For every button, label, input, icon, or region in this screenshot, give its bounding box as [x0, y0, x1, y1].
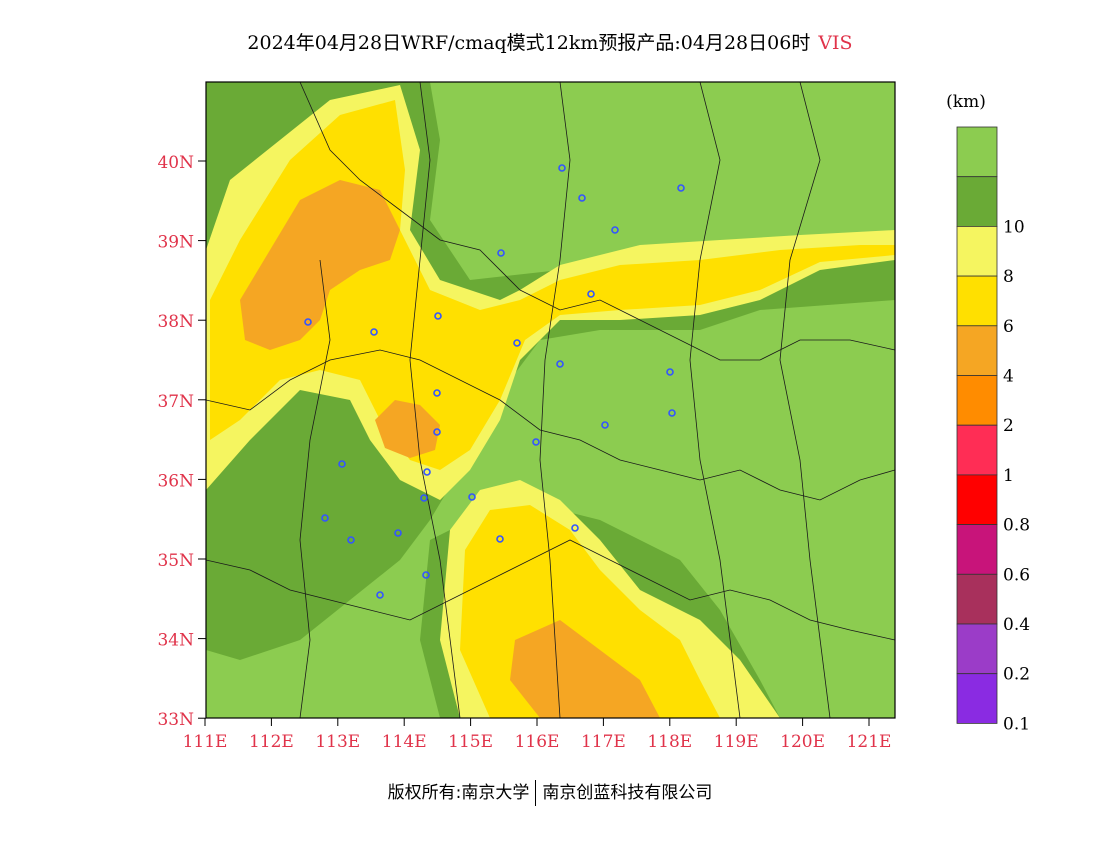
colorbar-label: 6 [1003, 317, 1014, 337]
city-marker [422, 571, 430, 579]
city-marker [532, 438, 540, 446]
city-marker [468, 493, 476, 501]
field-orange-northwest [240, 180, 400, 350]
lon-label: 115E [448, 732, 493, 752]
colorbar-label: 0.2 [1003, 665, 1030, 685]
lon-label: 119E [714, 732, 759, 752]
city-marker [394, 529, 402, 537]
city-marker [611, 226, 619, 234]
lon-label: 116E [515, 732, 560, 752]
colorbar-label: 0.1 [1003, 714, 1030, 734]
colorbar-bin [956, 375, 998, 426]
field-orange-south [510, 620, 660, 718]
colorbar-bin [956, 325, 998, 376]
footer-right: 南京创蓝科技有限公司 [542, 783, 713, 803]
lat-label: 39N [157, 233, 194, 253]
city-marker [668, 409, 676, 417]
footer-left: 版权所有:南京大学 [387, 783, 530, 803]
lon-axis: 111E 112E 113E 114E 115E 116E 117E 118E 119E 120E… [183, 718, 892, 752]
colorbar-bin [956, 275, 998, 327]
lon-label: 113E [315, 732, 360, 752]
colorbar-bin [956, 573, 998, 625]
city-marker [497, 249, 505, 257]
lat-label: 40N [157, 153, 194, 173]
lat-axis: 40N 39N 38N 37N 36N 35N 34N 33N [157, 153, 206, 730]
title-variable: VIS [818, 32, 853, 54]
city-marker [587, 290, 595, 298]
city-marker [433, 428, 441, 436]
boundaries [206, 82, 895, 718]
colorbar-bin [956, 176, 998, 227]
colorbar-label: 0.8 [1003, 516, 1030, 536]
colorbar-bin [956, 673, 998, 724]
colorbar-bin [956, 623, 998, 675]
lon-label: 120E [780, 732, 825, 752]
city-marker [347, 536, 355, 544]
lat-label: 37N [157, 392, 194, 412]
city-marker [571, 524, 579, 532]
station-markers [304, 164, 685, 599]
title-main: 2024年04月28日WRF/cmaq模式12km预报产品:04月28日06时 [247, 32, 811, 54]
field-orange-center [375, 400, 440, 458]
city-marker [423, 468, 431, 476]
colorbar-bin [956, 524, 998, 575]
copyright-footer: 版权所有:南京大学 南京创蓝科技有限公司 [0, 778, 1100, 806]
city-marker [433, 389, 441, 397]
lon-label: 114E [382, 732, 427, 752]
colorbar-label: 0.4 [1003, 615, 1030, 635]
colorbar-label: 8 [1003, 267, 1014, 287]
lat-label: 38N [157, 312, 194, 332]
city-marker [558, 164, 566, 172]
lat-label: 36N [157, 471, 194, 491]
city-marker [370, 328, 378, 336]
colorbar-bin [956, 225, 998, 277]
city-marker [513, 339, 521, 347]
city-marker [434, 312, 442, 320]
city-marker [601, 421, 609, 429]
lat-label: 35N [157, 551, 194, 571]
city-marker [556, 360, 564, 368]
city-marker [666, 368, 674, 376]
colorbar-bin [956, 126, 998, 178]
colorbar-label: 4 [1003, 367, 1014, 387]
colorbar-label: 1 [1003, 466, 1014, 486]
lat-label: 33N [157, 710, 194, 730]
city-marker [338, 460, 346, 468]
colorbar-unit: (km) [946, 92, 986, 112]
colorbar-bin [956, 424, 998, 476]
lon-label: 112E [249, 732, 294, 752]
colorbar-label: 0.6 [1003, 565, 1030, 585]
lon-label: 121E [847, 732, 892, 752]
city-marker [321, 514, 329, 522]
lon-label: 118E [647, 732, 692, 752]
colorbar: (km) 10 8 6 4 2 1 0.8 0.6 0.4 0.2 0.1 [946, 92, 1030, 734]
colorbar-label: 2 [1003, 416, 1014, 436]
lon-label: 117E [581, 732, 626, 752]
map-field [206, 82, 895, 718]
city-marker [496, 535, 504, 543]
city-marker [578, 194, 586, 202]
colorbar-label: 10 [1003, 217, 1025, 237]
lon-label: 111E [183, 732, 228, 752]
colorbar-bin [956, 474, 998, 525]
lat-label: 34N [157, 631, 194, 651]
city-marker [376, 591, 384, 599]
city-marker [420, 494, 428, 502]
footer-separator [535, 780, 537, 806]
city-marker [677, 184, 685, 192]
city-marker [304, 318, 312, 326]
map-title: 2024年04月28日WRF/cmaq模式12km预报产品:04月28日06时 V… [0, 28, 1100, 55]
